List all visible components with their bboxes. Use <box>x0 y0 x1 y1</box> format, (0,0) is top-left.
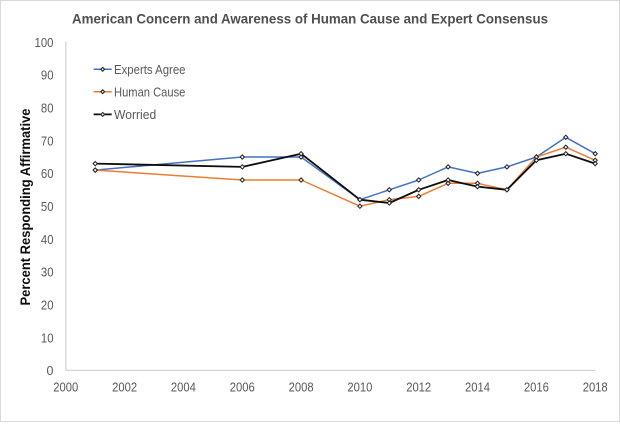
svg-text:40: 40 <box>41 233 54 247</box>
svg-text:American Concern and Awareness: American Concern and Awareness of Human … <box>72 12 548 27</box>
svg-text:30: 30 <box>41 266 54 280</box>
svg-text:10: 10 <box>41 331 54 345</box>
svg-text:Worried: Worried <box>114 108 156 122</box>
svg-text:0: 0 <box>47 364 54 378</box>
svg-text:70: 70 <box>41 134 54 148</box>
svg-text:100: 100 <box>35 36 54 50</box>
svg-text:2016: 2016 <box>524 380 549 394</box>
svg-text:90: 90 <box>41 69 54 83</box>
svg-text:Human Cause: Human Cause <box>114 85 185 99</box>
svg-text:60: 60 <box>41 167 54 181</box>
svg-text:2014: 2014 <box>465 380 490 394</box>
svg-text:2010: 2010 <box>347 380 372 394</box>
svg-text:Experts Agree: Experts Agree <box>114 63 186 77</box>
svg-text:2002: 2002 <box>112 380 137 394</box>
svg-text:50: 50 <box>41 200 54 214</box>
svg-text:20: 20 <box>41 299 54 313</box>
svg-text:2008: 2008 <box>289 380 314 394</box>
svg-text:2006: 2006 <box>230 380 255 394</box>
svg-text:2004: 2004 <box>171 380 196 394</box>
svg-text:80: 80 <box>41 102 54 116</box>
svg-text:2012: 2012 <box>406 380 431 394</box>
svg-text:2000: 2000 <box>53 380 78 394</box>
svg-text:Percent Responding Affirmative: Percent Responding Affirmative <box>18 108 33 305</box>
svg-text:2018: 2018 <box>583 380 608 394</box>
